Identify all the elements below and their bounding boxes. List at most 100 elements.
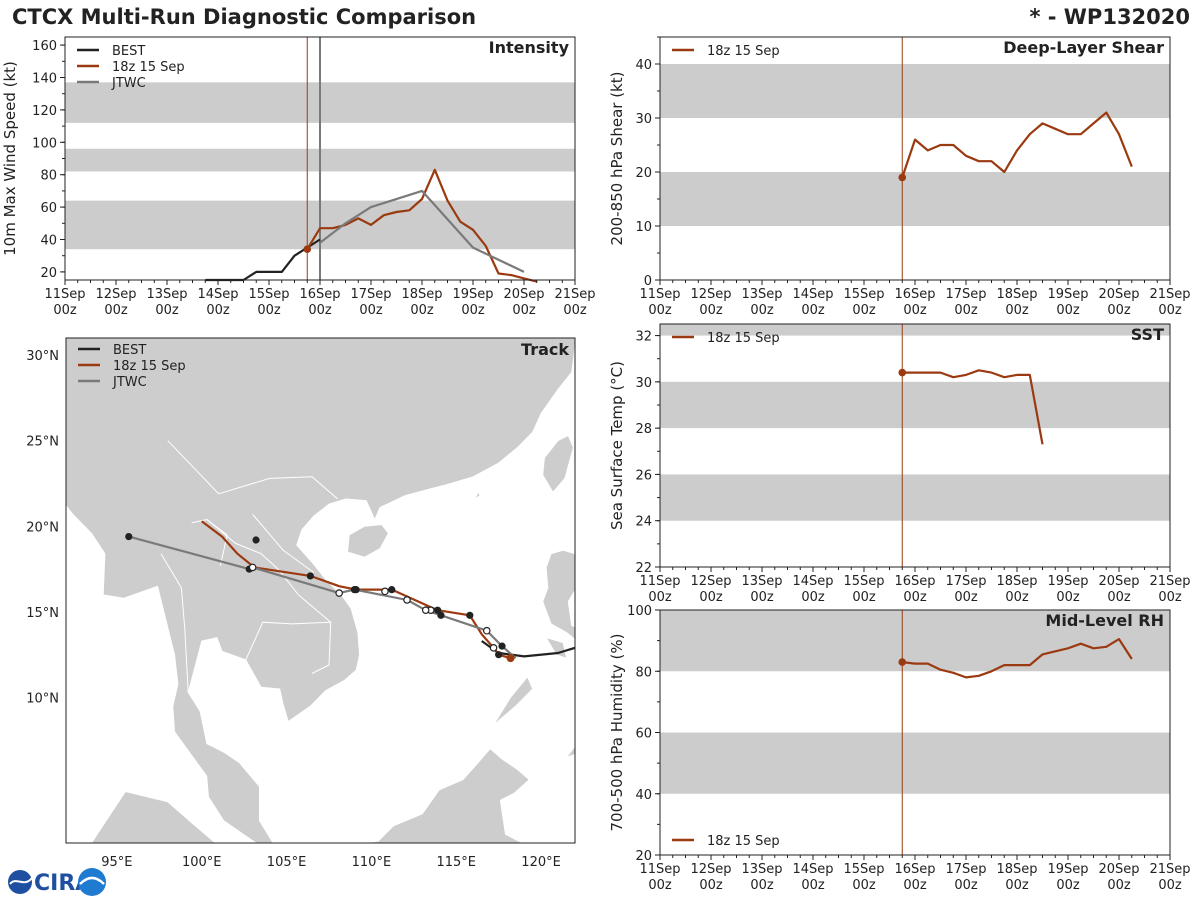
mindoro-island xyxy=(545,636,568,659)
rh-xtick-label: 13Sep xyxy=(741,862,782,877)
shear-xtick-sublabel: 00z xyxy=(1158,303,1182,318)
sst-ylabel: Sea Surface Temp (°C) xyxy=(608,361,626,530)
sst-xtick-sublabel: 00z xyxy=(1005,590,1029,605)
intensity-xtick-label: 14Sep xyxy=(197,287,238,302)
intensity-legend-label: 18z 15 Sep xyxy=(112,60,185,75)
rh-ytick-label: 20 xyxy=(635,849,652,864)
track-title: Track xyxy=(521,340,569,359)
shear-xtick-sublabel: 00z xyxy=(648,303,672,318)
intensity-xtick-sublabel: 00z xyxy=(359,303,383,318)
shear-xtick-label: 17Sep xyxy=(945,287,986,302)
intensity-ytick-label: 20 xyxy=(40,266,57,281)
sst-init-marker xyxy=(898,368,907,377)
rh-xtick-sublabel: 00z xyxy=(954,878,978,893)
country-border xyxy=(252,513,314,573)
country-border xyxy=(245,621,331,661)
shear-xtick-label: 16Sep xyxy=(894,287,935,302)
rh-title: Mid-Level RH xyxy=(1045,611,1164,630)
shear-xtick-label: 20Sep xyxy=(1098,287,1139,302)
hainan-island xyxy=(347,524,389,558)
intensity-ytick-label: 60 xyxy=(40,201,57,216)
shear-xtick-label: 15Sep xyxy=(843,287,884,302)
track-xtick-label: 95°E xyxy=(101,855,132,870)
rh-xtick-sublabel: 00z xyxy=(648,878,672,893)
rh-xtick-label: 17Sep xyxy=(945,862,986,877)
intensity-xtick-label: 18Sep xyxy=(401,287,442,302)
sst-ytick-label: 30 xyxy=(635,376,652,391)
intensity-ytick-label: 80 xyxy=(40,169,57,184)
track-ytick-label: 15°N xyxy=(26,606,59,621)
sst-xtick-label: 15Sep xyxy=(843,574,884,589)
rh-xtick-sublabel: 00z xyxy=(699,878,723,893)
sst-band xyxy=(660,324,1170,336)
shear-xtick-label: 21Sep xyxy=(1149,287,1190,302)
intensity-xtick-label: 19Sep xyxy=(452,287,493,302)
track-ytick-label: 25°N xyxy=(26,435,59,450)
track-fix-marker xyxy=(437,611,445,619)
rh-xtick-label: 11Sep xyxy=(639,862,680,877)
shear-xtick-label: 12Sep xyxy=(690,287,731,302)
track-legend-label: JTWC xyxy=(112,375,147,390)
sst-xtick-label: 11Sep xyxy=(639,574,680,589)
intensity-ytick-label: 160 xyxy=(32,39,57,54)
track-fix-marker xyxy=(498,642,506,650)
shear-xtick-sublabel: 00z xyxy=(852,303,876,318)
shear-ylabel: 200-850 hPa Shear (kt) xyxy=(608,72,626,246)
shear-xtick-label: 11Sep xyxy=(639,287,680,302)
sst-xtick-sublabel: 00z xyxy=(1158,590,1182,605)
shear-xtick-sublabel: 00z xyxy=(750,303,774,318)
track-frame xyxy=(65,337,576,844)
track-xtick-label: 100°E xyxy=(182,855,222,870)
sst-ytick-label: 24 xyxy=(635,515,652,530)
intensity-series-line xyxy=(319,189,525,273)
intensity-legend-label: BEST xyxy=(112,44,145,59)
rh-xtick-label: 21Sep xyxy=(1149,862,1190,877)
sst-xtick-sublabel: 00z xyxy=(1056,590,1080,605)
track-fix-marker xyxy=(350,586,359,594)
rh-xtick-sublabel: 00z xyxy=(903,878,927,893)
shear-xtick-sublabel: 00z xyxy=(1056,303,1080,318)
track-ytick-label: 10°N xyxy=(26,691,59,706)
sst-frame xyxy=(659,323,1171,568)
rh-xtick-label: 12Sep xyxy=(690,862,731,877)
track-legend-label: 18z 15 Sep xyxy=(113,359,186,374)
track-open-marker xyxy=(482,626,491,635)
intensity-xtick-sublabel: 00z xyxy=(308,303,332,318)
track-fix-marker xyxy=(466,611,474,619)
shear-band xyxy=(660,172,1170,226)
intensity-xtick-sublabel: 00z xyxy=(104,303,128,318)
sst-xtick-label: 17Sep xyxy=(945,574,986,589)
track-open-marker xyxy=(489,644,498,652)
track-fix-marker xyxy=(306,572,314,580)
intensity-ytick-label: 100 xyxy=(32,136,57,151)
intensity-ylabel: 10m Max Wind Speed (kt) xyxy=(1,61,19,256)
rh-xtick-sublabel: 00z xyxy=(852,878,876,893)
shear-legend-label: 18z 15 Sep xyxy=(707,44,780,59)
sst-xtick-sublabel: 00z xyxy=(1107,590,1131,605)
small-island xyxy=(473,491,481,501)
intensity-ytick-label: 40 xyxy=(40,234,57,249)
country-border xyxy=(206,519,332,674)
country-border xyxy=(167,440,338,500)
rh-xtick-sublabel: 00z xyxy=(1005,878,1029,893)
rh-ytick-label: 40 xyxy=(635,788,652,803)
shear-xtick-sublabel: 00z xyxy=(699,303,723,318)
track-xtick-label: 110°E xyxy=(352,855,392,870)
rh-ylabel: 700-500 hPa Humidity (%) xyxy=(608,633,626,831)
intensity-xtick-sublabel: 00z xyxy=(563,303,587,318)
sst-xtick-label: 12Sep xyxy=(690,574,731,589)
track-xtick-label: 120°E xyxy=(521,855,561,870)
shear-ytick-label: 10 xyxy=(635,220,652,235)
sst-xtick-sublabel: 00z xyxy=(801,590,825,605)
shear-ytick-label: 20 xyxy=(635,166,652,181)
rh-xtick-sublabel: 00z xyxy=(750,878,774,893)
sst-ytick-label: 26 xyxy=(635,468,652,483)
track-open-marker xyxy=(335,589,343,597)
intensity-series-line xyxy=(306,168,538,283)
sst-chart: 22242628303211Sep00z12Sep00z13Sep00z14Se… xyxy=(608,323,1191,605)
intensity-ytick-label: 140 xyxy=(32,72,57,87)
sst-ytick-label: 32 xyxy=(635,330,652,345)
sst-xtick-sublabel: 00z xyxy=(750,590,774,605)
intensity-xtick-sublabel: 00z xyxy=(53,303,77,318)
